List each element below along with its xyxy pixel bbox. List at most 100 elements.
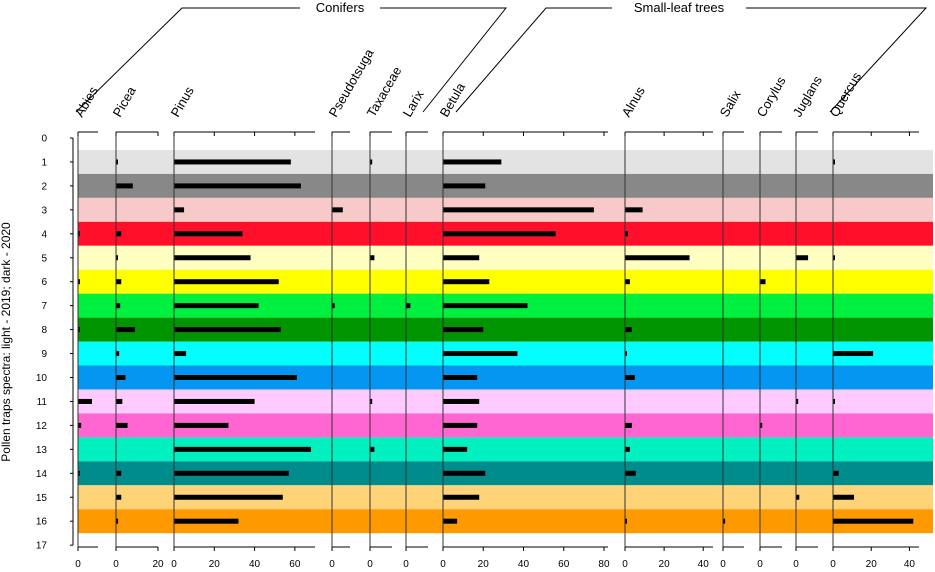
alnus-bar <box>625 207 643 213</box>
taxaceae-label: Taxaceae <box>364 64 405 120</box>
pinus-bar <box>174 207 185 213</box>
betula-tick-label: 20 <box>478 559 490 570</box>
pinus-tick-label: 40 <box>249 559 261 570</box>
picea-bar <box>116 183 133 189</box>
pseudotsuga-bar <box>332 303 335 309</box>
picea-label: Picea <box>110 83 140 119</box>
salix-tick-label: 0 <box>720 559 726 570</box>
corylus-bar <box>760 279 766 285</box>
small-leaf-bracket-right <box>746 7 928 113</box>
y-tick-label: 1 <box>41 157 47 168</box>
picea-bar <box>116 327 135 333</box>
y-tick-label: 11 <box>37 397 48 408</box>
taxaceae-bar <box>370 255 375 261</box>
alnus-bar <box>625 422 632 428</box>
betula-bar <box>443 398 480 404</box>
betula-bar <box>443 303 528 309</box>
pinus-bar <box>174 303 259 309</box>
band-sample-16 <box>78 509 933 534</box>
larix-label: Larix <box>400 87 427 119</box>
y-tick-label: 17 <box>36 541 48 552</box>
juglans-tick-label: 0 <box>793 559 799 570</box>
y-tick-label: 6 <box>41 277 47 288</box>
taxaceae-bar <box>370 159 373 165</box>
y-tick-label: 13 <box>36 445 48 456</box>
alnus-bar <box>625 351 627 357</box>
y-tick-label: 14 <box>36 469 48 480</box>
quercus-bar <box>833 494 855 500</box>
picea-bar <box>116 303 121 309</box>
betula-tick-label: 40 <box>518 559 530 570</box>
quercus-bar <box>833 159 835 165</box>
abies-bar <box>78 279 80 285</box>
alnus-bar <box>625 255 690 261</box>
quercus-bar <box>833 255 835 261</box>
band-sample-12 <box>78 413 933 438</box>
taxaceae-bar <box>370 398 373 404</box>
betula-bar <box>443 183 486 189</box>
corylus-tick-label: 0 <box>757 559 763 570</box>
quercus-tick-label: 40 <box>904 559 916 570</box>
betula-label: Betula <box>437 79 469 119</box>
y-tick-label: 8 <box>41 325 47 336</box>
juglans-bar <box>796 398 799 404</box>
pseudotsuga-bar <box>332 207 343 213</box>
alnus-bar <box>625 446 630 452</box>
alnus-bar <box>625 470 636 476</box>
picea-tick-label: 0 <box>113 559 119 570</box>
quercus-tick-label: 0 <box>830 559 836 570</box>
betula-bar <box>443 494 480 500</box>
betula-tick-label: 0 <box>440 559 446 570</box>
quercus-bar <box>833 470 839 476</box>
picea-bar <box>116 231 122 237</box>
betula-bar <box>443 327 484 333</box>
pseudotsuga-tick-label: 0 <box>329 559 335 570</box>
picea-bar <box>116 422 128 428</box>
alnus-tick-label: 40 <box>698 559 710 570</box>
quercus-label: Quercus <box>827 69 865 119</box>
pinus-bar <box>174 159 291 165</box>
band-sample-8 <box>78 317 933 342</box>
betula-bar <box>443 446 468 452</box>
y-tick-label: 4 <box>41 229 47 240</box>
alnus-bar <box>625 375 635 380</box>
band-sample-1 <box>78 149 933 174</box>
pinus-bar <box>174 183 301 189</box>
pinus-bar <box>174 327 281 333</box>
picea-bar <box>116 470 122 476</box>
taxaceae-tick-label: 0 <box>367 559 373 570</box>
pinus-bar <box>174 375 297 380</box>
y-tick-label: 5 <box>41 253 47 264</box>
quercus-tick-label: 20 <box>866 559 878 570</box>
alnus-bar <box>625 327 632 333</box>
picea-bar <box>116 375 126 380</box>
small-leaf-bracket-left <box>455 7 612 113</box>
corylus-label: Corylus <box>754 73 789 119</box>
picea-bar <box>116 398 123 404</box>
pinus-bar <box>174 279 279 285</box>
quercus-bar <box>833 518 914 524</box>
band-sample-15 <box>78 485 933 510</box>
pinus-tick-label: 0 <box>171 559 177 570</box>
band-sample-6 <box>78 269 933 294</box>
alnus-tick-label: 0 <box>622 559 628 570</box>
pinus-tick-label: 60 <box>289 559 301 570</box>
betula-bar <box>443 231 556 237</box>
picea-bar <box>116 518 119 524</box>
y-tick-label: 3 <box>41 205 47 216</box>
conifers-bracket-left <box>75 7 300 113</box>
y-tick-label: 16 <box>36 517 48 528</box>
alnus-bar <box>625 279 630 285</box>
pinus-bar <box>174 398 255 404</box>
y-tick-label: 0 <box>41 134 47 145</box>
juglans-bar <box>796 494 800 500</box>
pinus-bar <box>174 351 187 357</box>
pinus-bar <box>174 255 251 261</box>
band-sample-14 <box>78 461 933 486</box>
abies-bar <box>78 327 80 333</box>
pinus-bar <box>174 422 229 428</box>
picea-bar <box>116 255 118 261</box>
